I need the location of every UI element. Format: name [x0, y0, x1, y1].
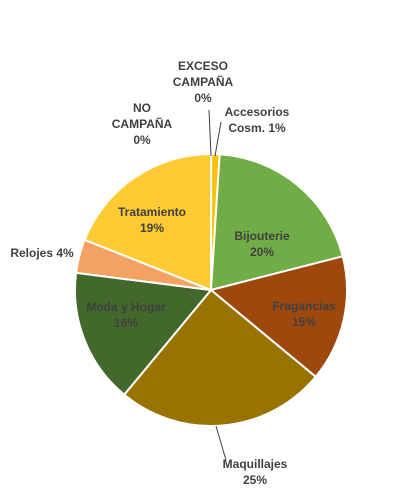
data-label-line: 16% [114, 316, 138, 330]
leader-line-accesorios-cosm [214, 121, 222, 157]
data-label-line: Moda y Hogar [86, 300, 166, 314]
data-label-line: CAMPAÑA [112, 116, 173, 131]
data-label-line: 19% [140, 221, 164, 235]
data-label-moda-y-hogar: Moda y Hogar 16% [86, 300, 166, 330]
slice-fragancias [208, 255, 348, 379]
data-label-bijouterie: Bijouterie 20% [234, 229, 290, 259]
leader-line-exceso-campana [208, 109, 212, 157]
slice-moda-y-hogar [74, 271, 213, 397]
data-label-fragancias: Fragancias 15% [272, 299, 336, 329]
data-label-line: EXCESO [178, 59, 228, 73]
data-label-relojes: Relojes 4% [10, 246, 74, 260]
slice-bijouterie [209, 153, 344, 292]
data-label-no-campana: NO CAMPAÑA 0% [112, 101, 173, 147]
data-label-line: 0% [133, 133, 151, 147]
data-label-line: 25% [243, 473, 267, 487]
data-label-line: 15% [292, 315, 316, 329]
data-label-line: 0% [194, 91, 212, 105]
data-label-line: Tratamiento [118, 205, 186, 219]
data-label-line: Maquillajes [223, 457, 288, 471]
data-label-line: Accesorios [225, 105, 290, 119]
data-label-accesorios-cosm: Accesorios Cosm. 1% [225, 105, 290, 135]
pie-slices [74, 152, 348, 427]
slice-labels: EXCESO CAMPAÑA 0%Accesorios Cosm. 1%Bijoute… [10, 59, 336, 487]
data-label-line: CAMPAÑA [173, 74, 234, 89]
leader-line-maquillajes [215, 425, 227, 461]
data-label-line: Fragancias [272, 299, 336, 313]
data-label-maquillajes: Maquillajes 25% [223, 457, 288, 487]
slice-maquillajes [122, 288, 318, 427]
data-label-tratamiento: Tratamiento 19% [118, 205, 186, 235]
slice-tratamiento [83, 152, 213, 292]
data-label-line: Relojes 4% [10, 246, 74, 260]
data-label-line: Cosm. 1% [228, 121, 286, 135]
data-label-line: 20% [250, 245, 274, 259]
data-label-line: NO [133, 101, 151, 115]
data-label-line: Bijouterie [234, 229, 290, 243]
data-label-exceso-campana: EXCESO CAMPAÑA 0% [173, 59, 234, 105]
